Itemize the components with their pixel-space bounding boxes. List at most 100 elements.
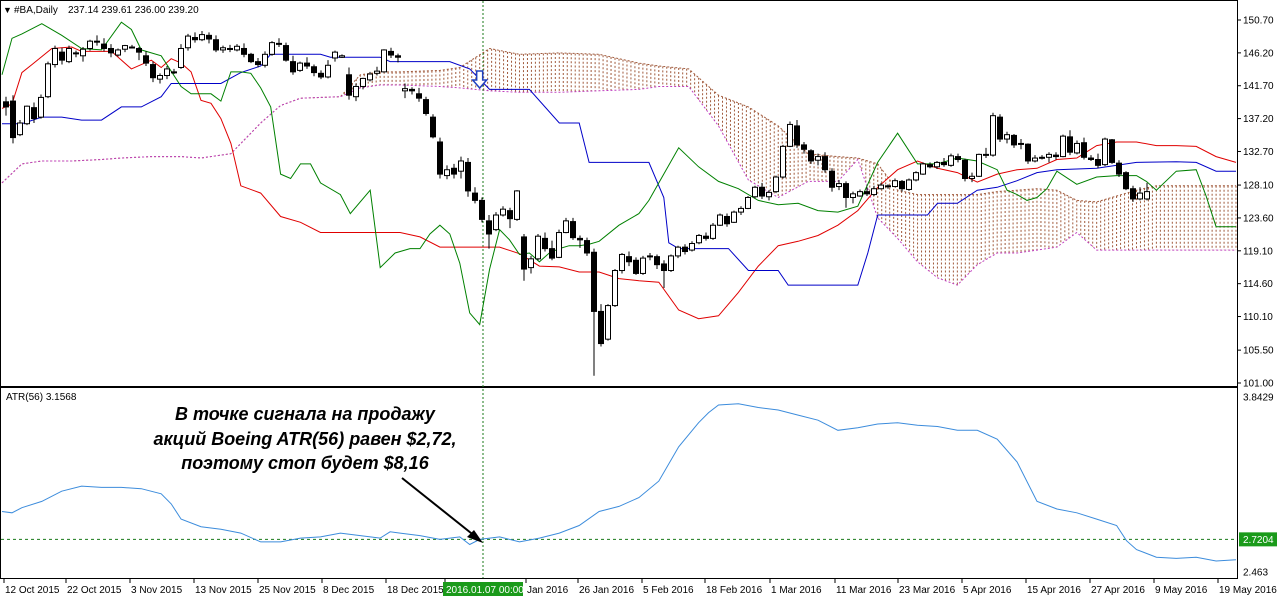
candle: [626, 251, 632, 267]
candle: [710, 223, 716, 240]
candle: [416, 87, 422, 102]
candle: [899, 179, 905, 192]
candle-down: [983, 153, 989, 156]
price-tick-label: 123.60: [1243, 213, 1274, 224]
candle-down: [682, 246, 688, 253]
candle-up: [556, 232, 562, 258]
candle-up: [612, 270, 618, 307]
candle-down: [423, 99, 429, 114]
candle-up: [339, 55, 345, 58]
candle: [598, 304, 604, 347]
candle-down: [1095, 159, 1101, 166]
cursor-time-label: 2016.01.07 00:00: [446, 585, 524, 596]
price-tick-label: 141.70: [1243, 81, 1274, 92]
price-panel-frame: [0, 0, 1238, 387]
candle-up: [647, 255, 653, 258]
candle-down: [962, 159, 968, 179]
candle-up: [52, 47, 58, 66]
candle: [941, 158, 947, 167]
candle-down: [318, 72, 324, 78]
price-tick-label: 132.70: [1243, 147, 1274, 158]
candle: [1039, 155, 1045, 160]
candle: [605, 304, 611, 341]
candle-up: [738, 207, 744, 213]
time-tick-label: Jan 2016: [527, 585, 569, 596]
time-tick-label: 18 Dec 2015: [387, 585, 444, 596]
candle-up: [675, 246, 681, 257]
candle: [591, 248, 597, 376]
time-tick-label: 22 Oct 2015: [67, 585, 122, 596]
candle-down: [1081, 142, 1087, 158]
candle: [157, 73, 163, 84]
candle: [45, 61, 51, 99]
candle: [829, 168, 835, 192]
candle: [1123, 171, 1129, 191]
candle: [465, 158, 471, 197]
price-tick-label: 105.50: [1243, 346, 1274, 357]
candle: [1046, 152, 1052, 163]
candle-down: [479, 199, 485, 220]
annotation-arrow: [401, 477, 477, 538]
candle-up: [892, 180, 898, 188]
triangle-down-icon[interactable]: ▼: [3, 5, 12, 15]
candle: [654, 254, 660, 270]
candle: [570, 217, 576, 240]
time-tick-label: 23 Mar 2016: [899, 585, 956, 596]
candle: [1018, 139, 1024, 150]
candle: [843, 181, 849, 208]
candle-up: [605, 305, 611, 340]
candle-up: [1074, 142, 1080, 154]
candle: [661, 260, 667, 289]
candle: [437, 137, 443, 179]
candle-down: [1067, 136, 1073, 153]
candle: [836, 179, 842, 191]
candle-down: [1011, 134, 1017, 146]
candle: [115, 48, 121, 57]
candle: [1095, 153, 1101, 169]
senkou-span-a: [1, 47, 1236, 203]
price-tick-label: 137.20: [1243, 114, 1274, 125]
candle-down: [248, 53, 254, 63]
candle-up: [528, 258, 534, 269]
annotation-arrowhead: [467, 530, 483, 543]
candle: [864, 187, 870, 197]
annotation-line-3: поэтому стоп будет $8,16: [181, 453, 429, 473]
candle-up: [157, 75, 163, 80]
candle: [521, 234, 527, 281]
time-tick-label: 18 Feb 2016: [706, 585, 763, 596]
candle: [584, 237, 590, 256]
candle: [360, 77, 366, 90]
candle: [297, 61, 303, 72]
candle: [1025, 143, 1031, 164]
candle-down: [430, 116, 436, 138]
candle-up: [374, 70, 380, 74]
candle: [717, 213, 723, 226]
candle-up: [836, 183, 842, 188]
candle-up: [17, 122, 23, 136]
candle-up: [500, 208, 506, 216]
candle: [1067, 130, 1073, 156]
candle-up: [514, 190, 520, 220]
candle-up: [1060, 135, 1066, 158]
candle: [948, 153, 954, 167]
chikou-line: [1, 21, 1236, 326]
candle: [1109, 139, 1115, 164]
candle: [472, 187, 478, 204]
price-tick-label: 110.10: [1243, 312, 1273, 323]
candle: [633, 257, 639, 275]
candle-up: [990, 115, 996, 156]
candle-down: [822, 156, 828, 171]
candle: [955, 153, 961, 163]
candle: [913, 171, 919, 182]
candle: [276, 38, 282, 48]
time-tick-label: 13 Nov 2015: [195, 585, 252, 596]
candle: [31, 102, 37, 123]
candle-down: [276, 42, 282, 45]
candle-up: [353, 85, 359, 98]
candle: [220, 45, 226, 53]
candle: [696, 234, 702, 245]
candle-down: [241, 47, 247, 55]
candle-down: [997, 116, 1003, 140]
candle-up: [269, 42, 275, 55]
